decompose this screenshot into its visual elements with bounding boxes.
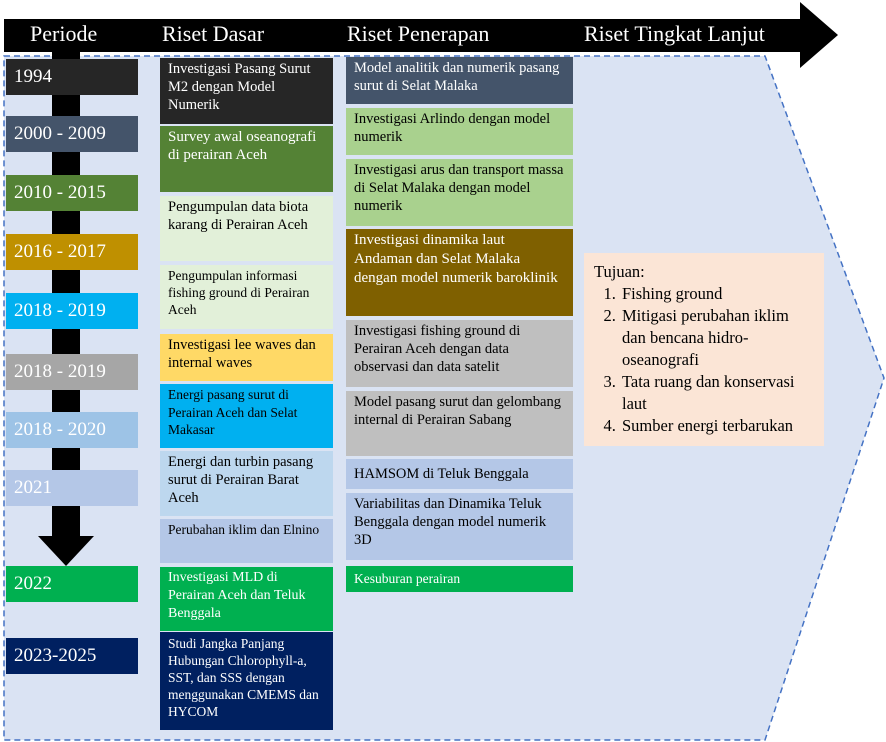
riset-dasar-box: Investigasi MLD di Perairan Aceh dan Tel… — [160, 567, 333, 631]
riset-dasar-text: Energi dan turbin pasang surut di Perair… — [168, 454, 314, 506]
period-2010-2015: 2010 - 2015 — [6, 175, 138, 211]
header-riset-dasar: Riset Dasar — [162, 21, 265, 46]
riset-penerapan-box: Variabilitas dan Dinamika Teluk Benggala… — [346, 493, 573, 560]
riset-penerapan-box: Investigasi arus dan transport massa di … — [346, 159, 573, 226]
riset-dasar-text: Investigasi Pasang Surut M2 dengan Model… — [168, 61, 311, 113]
riset-penerapan-box: HAMSOM di Teluk Benggala — [346, 459, 573, 489]
tujuan-item: Fishing ground — [620, 283, 814, 305]
riset-dasar-box: Investigasi Pasang Surut M2 dengan Model… — [160, 58, 333, 124]
riset-penerapan-text: Model pasang surut dan gelombang interna… — [354, 394, 561, 428]
period-label: 2018 - 2019 — [14, 361, 106, 382]
tujuan-item: Mitigasi perubahan iklim dan bencana hid… — [620, 305, 814, 371]
riset-penerapan-box: Model analitik dan numerik pasang surut … — [346, 57, 573, 104]
riset-penerapan-text: Kesuburan perairan — [354, 571, 461, 586]
tujuan-title: Tujuan: — [594, 262, 645, 281]
riset-penerapan-text: Investigasi dinamika laut Andaman dan Se… — [354, 232, 558, 286]
period-label: 2022 — [14, 573, 52, 594]
riset-dasar-text: Investigasi lee waves dan internal waves — [168, 337, 316, 371]
period-label: 2000 - 2009 — [14, 123, 106, 144]
header-riset-tingkat-lanjut: Riset Tingkat Lanjut — [584, 21, 765, 46]
riset-dasar-text: Investigasi MLD di Perairan Aceh dan Tel… — [168, 570, 306, 621]
period-2018-2019-a: 2018 - 2019 — [6, 293, 138, 329]
riset-dasar-box: Pengumpulan informasi fishing ground di … — [160, 265, 333, 329]
riset-penerapan-box: Investigasi Arlindo dengan model numerik — [346, 108, 573, 155]
riset-dasar-text: Perubahan iklim dan Elnino — [168, 522, 320, 537]
riset-dasar-box: Survey awal oseanografi di perairan Aceh — [160, 126, 333, 192]
riset-penerapan-text: Variabilitas dan Dinamika Teluk Benggala… — [354, 496, 547, 548]
header-arrow — [4, 2, 838, 68]
riset-dasar-text: Studi Jangka Panjang Hubungan Chlorophyl… — [168, 636, 319, 719]
period-label: 2016 - 2017 — [14, 241, 106, 262]
riset-dasar-box: Energi pasang surut di Perairan Aceh dan… — [160, 384, 333, 448]
period-1994: 1994 — [6, 59, 138, 95]
tujuan-list: Fishing ground Mitigasi perubahan iklim … — [594, 283, 814, 437]
period-label: 2018 - 2019 — [14, 300, 106, 321]
period-label: 2010 - 2015 — [14, 182, 106, 203]
riset-dasar-box: Pengumpulan data biota karang di Peraira… — [160, 196, 333, 261]
riset-penerapan-box: Investigasi fishing ground di Perairan A… — [346, 320, 573, 387]
tujuan-box: Tujuan: Fishing ground Mitigasi perubaha… — [584, 253, 824, 446]
period-2021: 2021 — [6, 470, 138, 506]
riset-penerapan-text: Investigasi Arlindo dengan model numerik — [354, 111, 551, 145]
period-2023-2025: 2023-2025 — [6, 638, 138, 674]
header-riset-penerapan: Riset Penerapan — [347, 21, 490, 46]
period-2000-2009: 2000 - 2009 — [6, 116, 138, 152]
riset-dasar-box: Investigasi lee waves dan internal waves — [160, 334, 333, 381]
period-2016-2017: 2016 - 2017 — [6, 234, 138, 270]
period-2018-2019-b: 2018 - 2019 — [6, 354, 138, 390]
riset-dasar-text: Pengumpulan data biota karang di Peraira… — [168, 199, 309, 233]
tujuan-item: Sumber energi terbarukan — [620, 415, 814, 437]
riset-penerapan-box: Kesuburan perairan — [346, 566, 573, 592]
riset-penerapan-box: Investigasi dinamika laut Andaman dan Se… — [346, 229, 573, 316]
riset-dasar-text: Survey awal oseanografi di perairan Aceh — [168, 129, 317, 163]
period-label: 2021 — [14, 477, 52, 498]
timeline-arrow-head — [38, 536, 94, 566]
riset-dasar-box: Studi Jangka Panjang Hubungan Chlorophyl… — [160, 632, 333, 730]
riset-dasar-text: Energi pasang surut di Perairan Aceh dan… — [168, 387, 298, 437]
riset-dasar-box: Perubahan iklim dan Elnino — [160, 519, 333, 563]
period-2022: 2022 — [6, 566, 138, 602]
tujuan-item: Tata ruang dan konservasi laut — [620, 371, 814, 415]
header-periode: Periode — [30, 21, 98, 46]
period-label: 2023-2025 — [14, 645, 97, 666]
riset-penerapan-text: Investigasi arus dan transport massa di … — [354, 162, 564, 214]
period-label: 1994 — [14, 66, 52, 87]
period-2018-2020: 2018 - 2020 — [6, 412, 138, 448]
riset-dasar-text: Pengumpulan informasi fishing ground di … — [168, 268, 310, 317]
riset-penerapan-text: Model analitik dan numerik pasang surut … — [354, 60, 560, 94]
period-label: 2018 - 2020 — [14, 419, 106, 440]
riset-penerapan-text: HAMSOM di Teluk Benggala — [354, 466, 529, 482]
riset-dasar-box: Energi dan turbin pasang surut di Perair… — [160, 451, 333, 516]
riset-penerapan-text: Investigasi fishing ground di Perairan A… — [354, 323, 521, 375]
riset-penerapan-box: Model pasang surut dan gelombang interna… — [346, 391, 573, 456]
